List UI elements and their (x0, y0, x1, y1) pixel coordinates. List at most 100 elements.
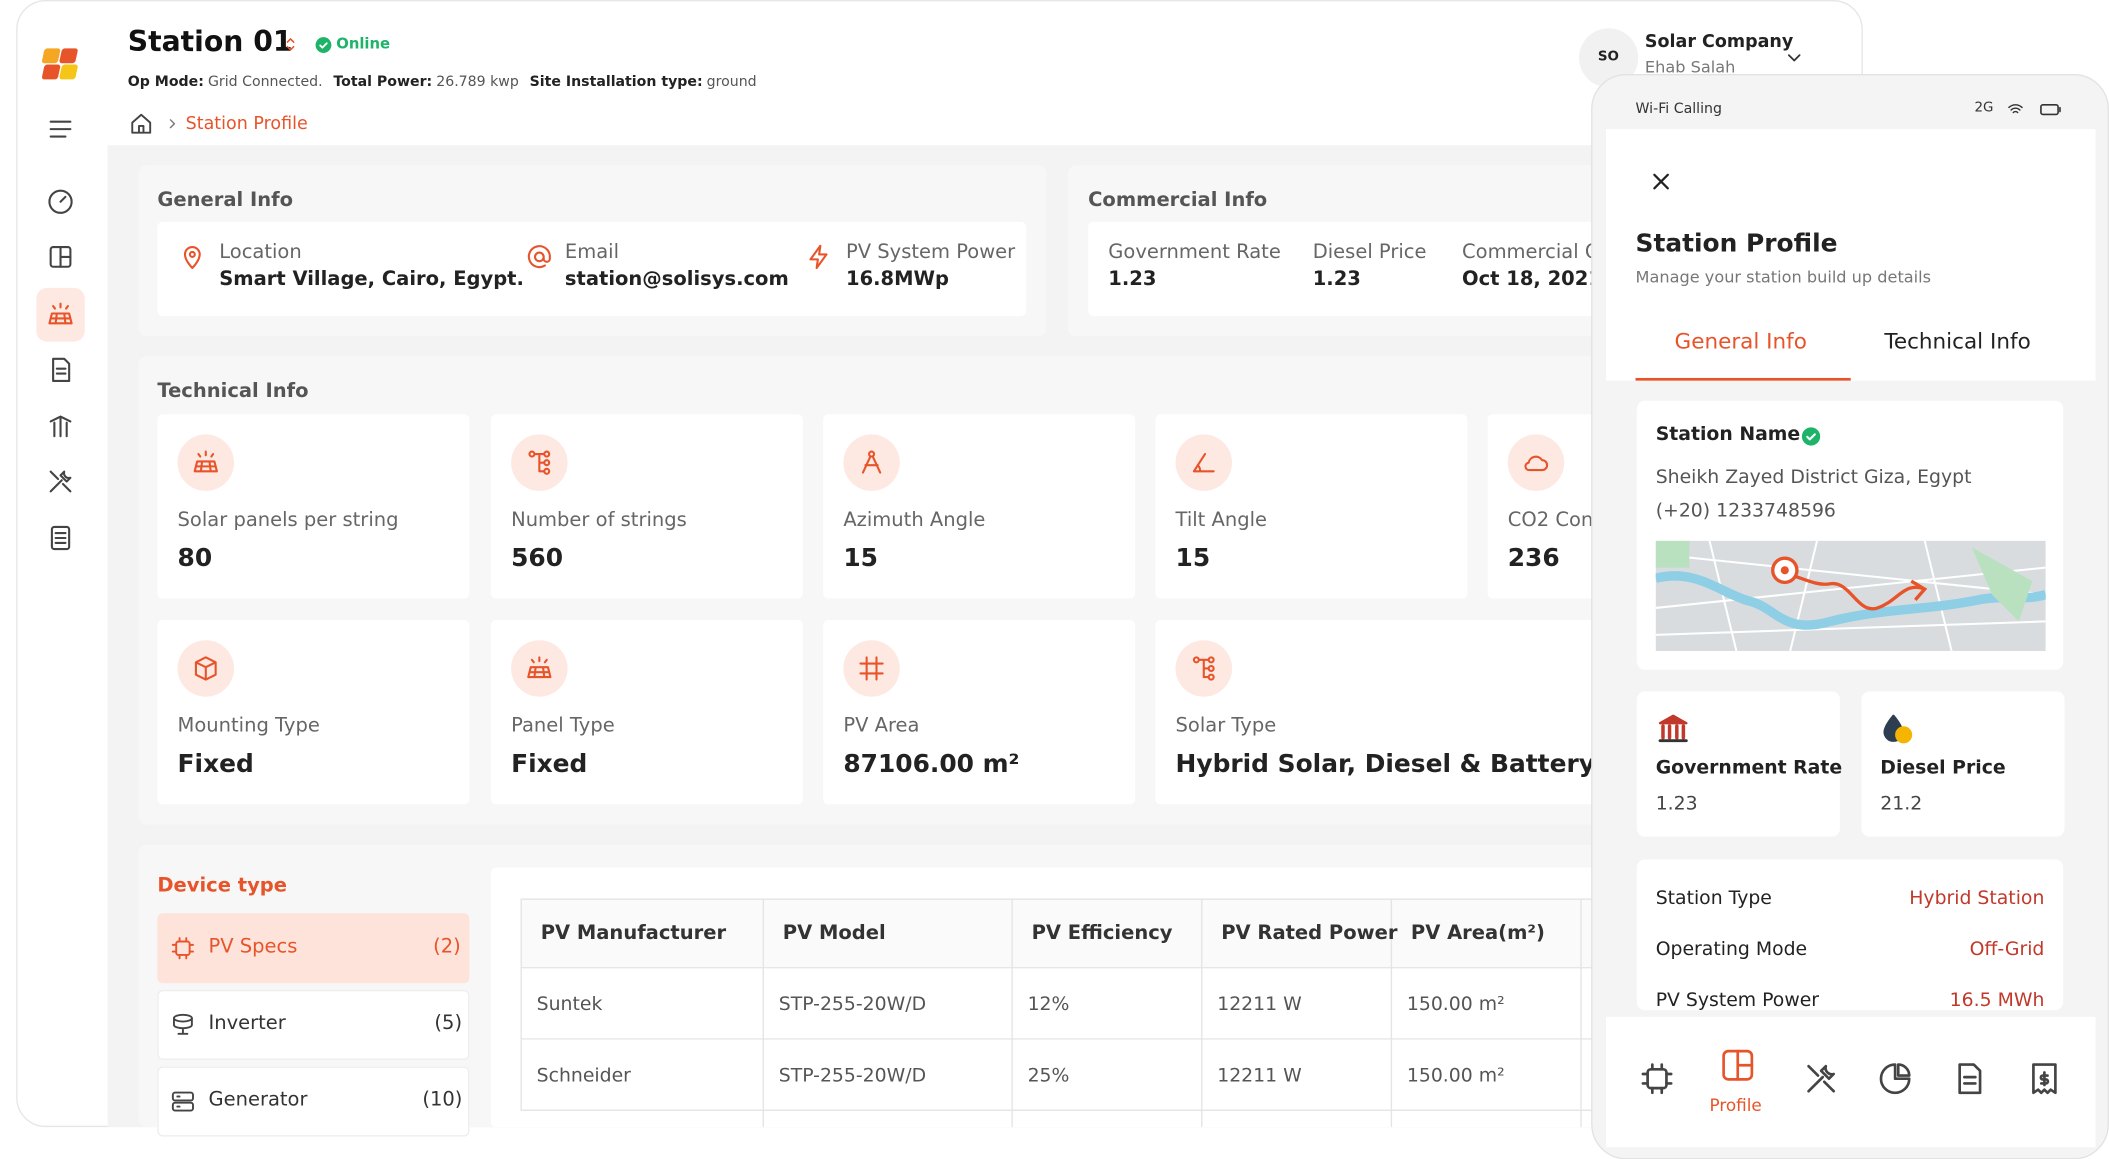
tab-underline (1635, 377, 1851, 381)
icon-shape (175, 940, 191, 956)
icon-shape (194, 656, 217, 681)
rate-card (1861, 691, 2065, 837)
device-count: (10) (422, 1089, 463, 1111)
info-label: Diesel Price (1312, 242, 1427, 264)
tab[interactable]: Technical Info (1884, 328, 2031, 354)
tech-icon (857, 448, 887, 478)
table-cell: Schneider (536, 1065, 631, 1087)
icon-shape (1895, 726, 1913, 744)
icon-shape (1787, 54, 1801, 62)
nav-icon[interactable] (1876, 1060, 1914, 1098)
menu-icon[interactable] (46, 114, 76, 144)
device-count: (2) (433, 936, 461, 958)
account-menu[interactable] (1783, 47, 1805, 69)
info-value: 16.8MWp (846, 269, 950, 291)
tech-label: Solar panels per string (177, 509, 399, 532)
tech-icon (1189, 448, 1219, 478)
tech-icon-bg (1175, 434, 1233, 491)
nav-icon[interactable] (1719, 1046, 1757, 1084)
icon-shape (1971, 547, 2033, 622)
tech-label: PV Area (843, 715, 920, 738)
sidebar-icon[interactable] (46, 412, 76, 442)
info-value: 1.23 (1108, 269, 1157, 291)
icon-shape (1780, 566, 1789, 575)
icon-shape (1910, 579, 1928, 601)
rate-value: 1.23 (1655, 793, 1698, 816)
info-label: Email (564, 242, 620, 264)
device-item[interactable] (157, 1066, 470, 1137)
icon-shape (2039, 103, 2059, 115)
nav-icon[interactable] (1638, 1060, 1676, 1098)
logo-tile (58, 48, 79, 64)
table-header: PV Manufacturer (540, 922, 727, 945)
company: Solar Company (1644, 32, 1794, 53)
network: 2G (1974, 100, 1994, 116)
home-icon[interactable] (128, 110, 155, 137)
sidebar-icon[interactable] (46, 300, 76, 330)
avatar-text: SO (1597, 49, 1619, 65)
icon-shape (1655, 540, 2046, 651)
table-cell: 12211 W (1217, 993, 1302, 1016)
rate-icon (1656, 712, 1691, 747)
icon-shape (193, 450, 218, 473)
icon-shape (48, 189, 73, 214)
tech-value: Fixed (177, 750, 254, 779)
section-title: Device type (157, 875, 287, 898)
station-switch[interactable] (281, 35, 300, 54)
icon-shape (527, 656, 552, 679)
nav-icon[interactable] (2026, 1060, 2064, 1098)
sidebar-icon[interactable] (46, 355, 76, 385)
icon-shape (314, 36, 331, 53)
close-button[interactable] (1648, 168, 1675, 195)
sidebar-active-bg (36, 287, 85, 342)
device-icon (169, 1088, 196, 1115)
icon-shape (169, 119, 176, 129)
table-row-bg (520, 1039, 1632, 1111)
tech-label: Mounting Type (177, 715, 320, 738)
tech-value: 560 (511, 544, 564, 573)
nav-label-active: Profile (1709, 1094, 1762, 1116)
nav-icon[interactable] (1802, 1060, 1840, 1098)
icon-shape (1192, 453, 1215, 473)
icon-shape (49, 245, 72, 268)
tab-active[interactable]: General Info (1674, 328, 1807, 354)
tech-icon (525, 448, 555, 478)
icon-shape (169, 119, 176, 129)
device-item[interactable] (157, 989, 470, 1060)
device-count: (5) (434, 1012, 463, 1035)
tech-icon (1189, 654, 1219, 684)
info-icon (525, 242, 555, 272)
device-item[interactable] (157, 913, 470, 984)
tech-label: Panel Type (511, 715, 615, 738)
table-header: PV Area(m²) (1410, 922, 1545, 945)
info-icon (804, 242, 834, 272)
table-cell: 12% (1027, 993, 1070, 1016)
sidebar-icon[interactable] (46, 523, 76, 553)
sidebar-icon[interactable] (46, 187, 76, 217)
icon-shape (533, 251, 545, 263)
sidebar-icon[interactable] (46, 467, 76, 497)
breadcrumb-chevron (165, 117, 178, 130)
op-text: Grid Connected. (207, 73, 323, 91)
icon-shape (52, 357, 71, 383)
tech-label: Azimuth Angle (843, 509, 986, 532)
mobile-panel: Wi-Fi Calling 2G Station Profile Manage you… (1591, 73, 2109, 1159)
icon-shape (1655, 540, 1690, 568)
sidebar-icon[interactable] (46, 242, 76, 272)
verified-icon (1800, 426, 1820, 446)
icon-shape (50, 525, 71, 551)
nav-icon[interactable] (1950, 1060, 1988, 1098)
icon-shape (861, 455, 882, 474)
info-label: PV System Power (846, 242, 1016, 264)
table-header: PV Rated Power (1221, 922, 1398, 945)
device-icon (169, 1011, 196, 1038)
section-title: General Info (157, 189, 293, 212)
table-cell: 150.00 m² (1406, 1065, 1505, 1087)
commercial-inner (1088, 221, 1627, 317)
tech-icon-bg (177, 434, 235, 491)
icon-shape (1807, 1064, 1836, 1093)
table-cell: STP-255-20W/D (778, 993, 927, 1016)
icon-shape (171, 1091, 194, 1102)
table-col-line (762, 898, 764, 1128)
